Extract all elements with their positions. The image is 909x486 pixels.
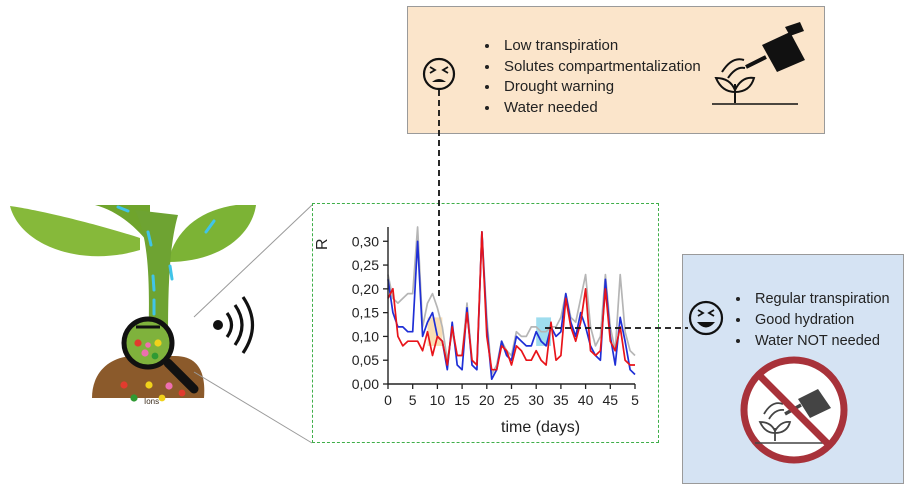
chart-container: 0,00 0,05 0,10 0,15 0,20 0,25 0,30 0 5 10 15 20 25 3… <box>312 203 659 443</box>
wireless-signal-icon <box>213 296 255 354</box>
y-tick-label: 0,25 <box>352 257 379 273</box>
hydrated-bullet: Good hydration <box>731 310 890 331</box>
drought-panel <box>407 6 825 134</box>
ions-label: Ions <box>144 397 159 406</box>
line-chart: 0,00 0,05 0,10 0,15 0,20 0,25 0,30 0 5 10 15 20 25 3… <box>314 226 639 436</box>
x-tick-label: 40 <box>578 392 594 408</box>
x-tick-label: 45 <box>603 392 619 408</box>
right-leaf <box>168 205 256 262</box>
x-tick-label: 20 <box>479 392 495 408</box>
drought-bullet: Drought warning <box>480 77 701 98</box>
x-tick-label: 25 <box>504 392 520 408</box>
magnifier-lens <box>121 316 175 370</box>
zoom-guide-bottom <box>193 371 313 444</box>
series-line-3 <box>387 230 635 371</box>
drought-bullet: Solutes compartmentalization <box>480 57 701 78</box>
magnifier-handle <box>163 358 199 394</box>
x-axis-title: time (days) <box>501 419 580 436</box>
drought-bullet: Low transpiration <box>480 36 701 57</box>
hydrated-bullet: Regular transpiration <box>731 289 890 310</box>
x-ticks: 0 5 10 15 20 25 30 35 40 45 5 <box>384 384 639 408</box>
drought-bullet: Water needed <box>480 98 701 119</box>
drought-bullet-list: Low transpiration Solutes compartmentali… <box>480 36 701 118</box>
x-tick-label: 35 <box>553 392 569 408</box>
series-line-1 <box>387 226 636 376</box>
y-tick-label: 0,10 <box>352 328 379 344</box>
y-tick-label: 0,05 <box>352 352 379 368</box>
zoom-guide-top <box>193 204 313 318</box>
plant-stem <box>135 210 178 350</box>
x-tick-label: 15 <box>454 392 470 408</box>
y-tick-label: 0,15 <box>352 305 379 321</box>
x-tick-label: 10 <box>430 392 446 408</box>
ion-dots <box>120 381 186 402</box>
y-tick-label: 0,20 <box>352 281 379 297</box>
series-layer <box>387 226 636 381</box>
highlight-band <box>427 317 443 346</box>
x-tick-label: 5 <box>409 392 417 408</box>
x-tick-label: 30 <box>528 392 544 408</box>
left-leaf <box>10 206 140 257</box>
y-tick-label: 0,00 <box>352 376 379 392</box>
y-axis-title: R <box>314 238 331 250</box>
x-tick-label: 5 <box>631 392 639 408</box>
series-line-2 <box>387 230 636 381</box>
hydrated-bullet: Water NOT needed <box>731 331 890 352</box>
hydrated-bullet-list: Regular transpiration Good hydration Wat… <box>731 289 890 352</box>
upper-left-leaf <box>95 205 150 245</box>
x-tick-label: 0 <box>384 392 392 408</box>
y-ticks: 0,00 0,05 0,10 0,15 0,20 0,25 0,30 <box>352 233 388 392</box>
magnified-ions <box>134 325 162 360</box>
y-tick-label: 0,30 <box>352 233 379 249</box>
